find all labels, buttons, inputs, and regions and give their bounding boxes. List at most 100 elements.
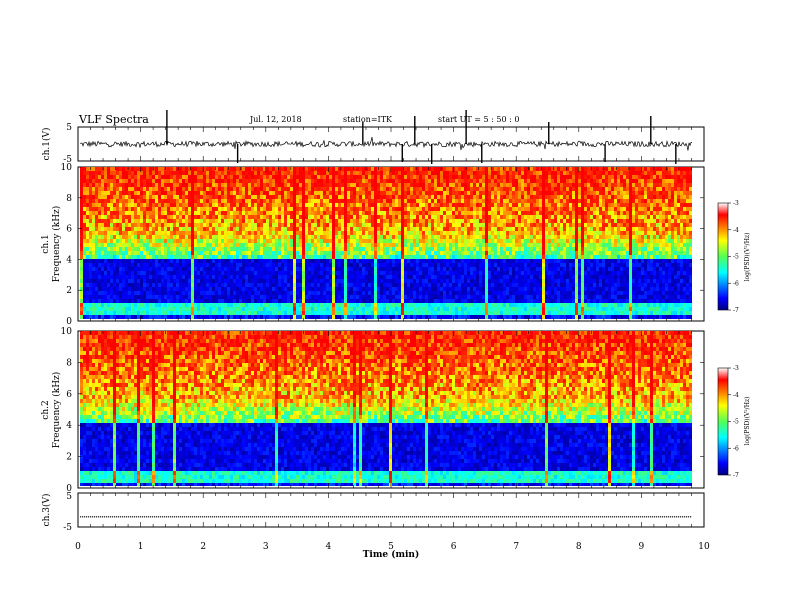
- ch1-spectrogram-cell: [95, 239, 98, 243]
- ch1-spectrogram-cell: [449, 223, 452, 227]
- ch1-spectrogram-cell: [263, 291, 266, 295]
- ch1-spectrogram-cell: [194, 291, 197, 295]
- ch1-spectrogram-cell: [233, 299, 236, 303]
- ch1-spectrogram-cell: [200, 219, 203, 223]
- ch1-spectrogram-cell: [368, 299, 371, 303]
- ch1-spectrogram-cell: [254, 283, 257, 287]
- ch1-spectrogram-cell: [341, 171, 344, 175]
- ch1-spectrogram-cell: [452, 179, 455, 183]
- ch1-spectrogram-cell: [344, 263, 347, 267]
- ch1-spectrogram-cell: [293, 247, 296, 251]
- ch1-spectrogram-cell: [446, 203, 449, 207]
- ch1-spectrogram-cell: [374, 223, 377, 227]
- ch1-spectrogram-cell: [293, 255, 296, 259]
- ch1-spectrogram-cell: [164, 207, 167, 211]
- ch1-spectrogram-cell: [419, 271, 422, 275]
- ch1-spectrogram-cell: [287, 295, 290, 299]
- ch1-spectrogram-cell: [179, 251, 182, 255]
- ch1-spectrogram-cell: [128, 291, 131, 295]
- ch1-spectrogram-cell: [125, 223, 128, 227]
- ch1-spectrogram-cell: [227, 191, 230, 195]
- ch1-spectrogram-cell: [449, 175, 452, 179]
- ch1-spectrogram-cell: [119, 183, 122, 187]
- ch1-spectrogram-cell: [200, 207, 203, 211]
- ch1-spectrogram-cell: [128, 167, 131, 171]
- ch1-spectrogram-cell: [128, 227, 131, 231]
- ch1-spectrogram-cell: [119, 171, 122, 175]
- ch1-spectrogram-cell: [335, 295, 338, 299]
- ch1-spectrogram-cell: [446, 167, 449, 171]
- ch1-spectrogram-cell: [365, 315, 368, 319]
- ch1-spectrogram-cell: [287, 235, 290, 239]
- ch1-spectrogram-cell: [167, 175, 170, 179]
- ch1-spectrogram-cell: [287, 183, 290, 187]
- ch1-spectrogram-cell: [392, 251, 395, 255]
- ch1-spectrogram-cell: [374, 227, 377, 231]
- ch1-spectrogram-cell: [371, 243, 374, 247]
- ch1-spectrogram-cell: [80, 227, 83, 231]
- ch1-spectrogram-cell: [386, 299, 389, 303]
- ch1-spectrogram-cell: [140, 279, 143, 283]
- ch1-spectrogram-cell: [263, 303, 266, 307]
- ch1-spectrogram-cell: [212, 255, 215, 259]
- ch1-spectrogram-cell: [431, 263, 434, 267]
- ch1-spectrogram-cell: [98, 307, 101, 311]
- ch1-spectrogram-cell: [305, 207, 308, 211]
- ch1-spectrogram-cell: [338, 235, 341, 239]
- ch1-spectrogram-cell: [80, 175, 83, 179]
- ch1-spectrogram-cell: [344, 195, 347, 199]
- ch1-spectrogram-cell: [410, 275, 413, 279]
- ch1-spectrogram-cell: [122, 199, 125, 203]
- ch1-spectrogram-cell: [329, 307, 332, 311]
- ch1-spectrogram-cell: [278, 291, 281, 295]
- ch1-spectrogram-cell: [167, 235, 170, 239]
- ch1-spectrogram-cell: [404, 283, 407, 287]
- ch1-spectrogram-cell: [314, 315, 317, 319]
- ch1-spectrogram-cell: [332, 259, 335, 263]
- ch1-spectrogram-cell: [95, 307, 98, 311]
- ch1-spectrogram-cell: [338, 287, 341, 291]
- ch1-spectrogram-cell: [350, 247, 353, 251]
- ch1-spectrogram-cell: [245, 179, 248, 183]
- ch1-spectrogram-cell: [323, 187, 326, 191]
- ch1-spectrogram-cell: [392, 235, 395, 239]
- ch1-spectrogram-cell: [434, 187, 437, 191]
- ch1-spectrogram-cell: [305, 227, 308, 231]
- ch1-spectrogram-cell: [371, 259, 374, 263]
- ch1-spectrogram-cell: [395, 227, 398, 231]
- ch1-spectrogram-cell: [293, 279, 296, 283]
- ch1-spectrogram-cell: [263, 215, 266, 219]
- ch1-spectrogram-cell: [197, 199, 200, 203]
- ch1-spectrogram-cell: [257, 303, 260, 307]
- ch1-spectrogram-cell: [416, 179, 419, 183]
- ch1-spectrogram-cell: [212, 251, 215, 255]
- ch1-spectrogram-cell: [395, 231, 398, 235]
- ch1-spectrogram-cell: [101, 247, 104, 251]
- ch1-spectrogram-cell: [341, 223, 344, 227]
- ch1-spectrogram-cell: [167, 303, 170, 307]
- ch1-spectrogram-cell: [245, 295, 248, 299]
- ch1-spectrogram-cell: [389, 191, 392, 195]
- ch1-spectrogram-cell: [146, 315, 149, 319]
- ch1-spectrogram-cell: [104, 243, 107, 247]
- ch1-spectrogram-cell: [290, 203, 293, 207]
- ch1-spectrogram-cell: [230, 183, 233, 187]
- ch1-spectrogram-cell: [212, 215, 215, 219]
- ch1-spectrogram-cell: [218, 295, 221, 299]
- ch1-spectrogram-cell: [395, 203, 398, 207]
- ch1-spectrogram-cell: [143, 187, 146, 191]
- ch1-spectrogram-cell: [287, 171, 290, 175]
- ch1-spectrogram-cell: [320, 299, 323, 303]
- ch1-spectrogram-cell: [431, 307, 434, 311]
- ch1-spectrogram-cell: [371, 247, 374, 251]
- ch1-spectrogram-cell: [194, 299, 197, 303]
- ch1-spectrogram-cell: [266, 171, 269, 175]
- ch1-spectrogram-cell: [89, 207, 92, 211]
- ch1-spectrogram-cell: [452, 271, 455, 275]
- ch1-spectrogram-cell: [260, 179, 263, 183]
- ch1-spectrogram-cell: [107, 235, 110, 239]
- ch1-spectrogram-cell: [80, 203, 83, 207]
- ch1-spectrogram-cell: [401, 295, 404, 299]
- ch1-spectrogram-cell: [257, 315, 260, 319]
- ch1-spectrogram-cell: [239, 239, 242, 243]
